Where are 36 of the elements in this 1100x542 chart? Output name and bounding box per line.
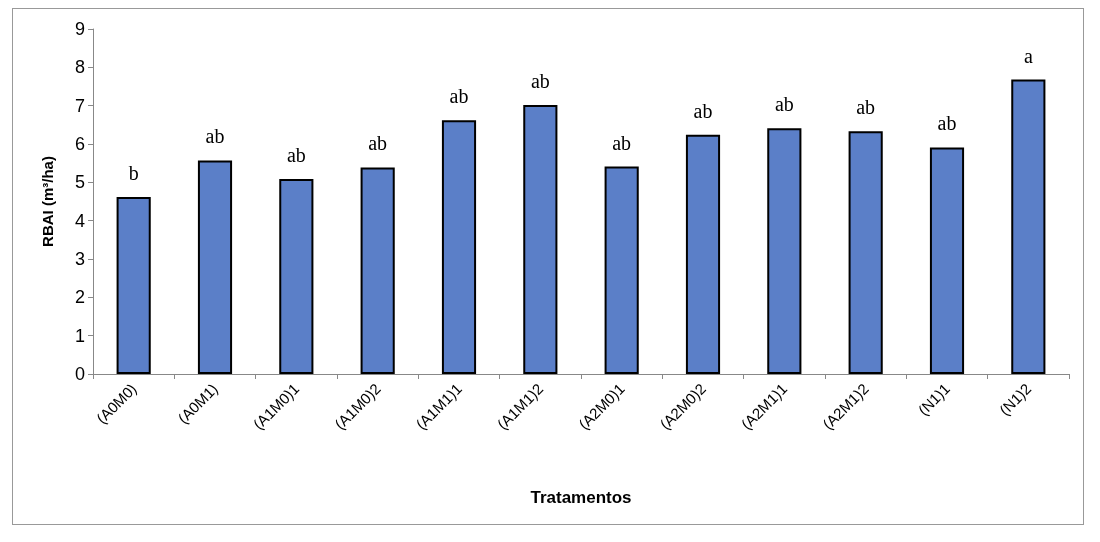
y-tick-label: 6 — [74, 134, 85, 154]
bar — [685, 134, 721, 374]
data-label: ab — [530, 69, 550, 92]
data-label: a — [1023, 44, 1033, 67]
data-label: ab — [205, 125, 225, 148]
data-label: ab — [693, 99, 713, 122]
bar — [523, 104, 558, 374]
y-axis-title: RBAI (m³/ha) — [39, 156, 56, 247]
data-label: ab — [937, 112, 957, 135]
bar — [604, 166, 639, 374]
data-label: ab — [368, 132, 388, 155]
y-tick-label: 4 — [74, 210, 85, 231]
data-label: ab — [449, 85, 469, 108]
y-tick-label: 9 — [74, 19, 85, 39]
bar — [441, 120, 477, 374]
y-tick-label: 8 — [74, 57, 85, 78]
y-tick-label: 2 — [74, 287, 85, 308]
bar — [279, 178, 314, 374]
data-label: ab — [612, 131, 632, 154]
bar — [1011, 79, 1046, 374]
data-label: ab — [286, 143, 306, 166]
y-tick-label: 7 — [74, 95, 85, 116]
y-tick-label: 1 — [74, 325, 85, 346]
bar — [767, 128, 802, 374]
data-label: ab — [774, 93, 794, 116]
data-label: b — [128, 161, 139, 184]
data-label: ab — [856, 96, 876, 119]
bar — [848, 131, 883, 374]
x-axis-title: Tratamentos — [530, 488, 632, 507]
bar — [197, 160, 233, 374]
y-tick-label: 0 — [74, 364, 85, 384]
bar — [360, 167, 395, 374]
bar — [116, 196, 151, 374]
bar — [929, 147, 965, 374]
y-tick-label: 5 — [74, 172, 85, 193]
y-tick-label: 3 — [74, 249, 85, 269]
